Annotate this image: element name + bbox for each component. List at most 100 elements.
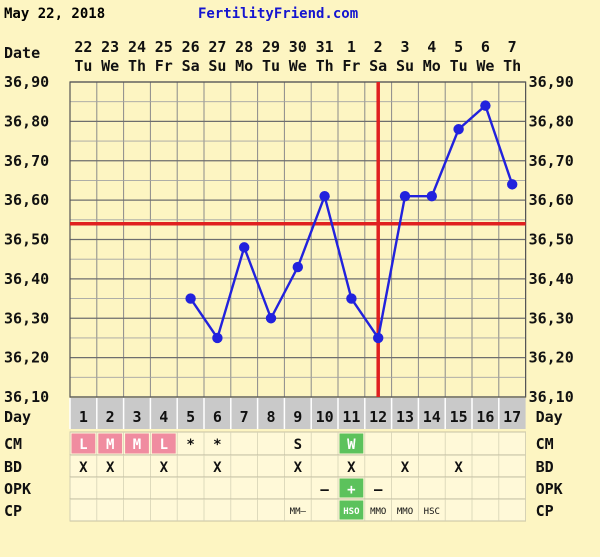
date-label: 22 <box>74 38 92 56</box>
cycle-day-number: 17 <box>503 408 521 426</box>
cycle-day-number: 13 <box>396 408 414 426</box>
temperature-point[interactable] <box>346 293 357 304</box>
y-tick-right: 36,40 <box>529 270 574 288</box>
y-tick-right: 36,50 <box>529 231 574 249</box>
weekday-label: Mo <box>423 57 441 75</box>
y-tick-left: 36,90 <box>4 73 49 91</box>
y-tick-left: 36,20 <box>4 349 49 367</box>
y-tick-right: 36,90 <box>529 73 574 91</box>
weekday-label: Sa <box>182 57 200 75</box>
y-tick-right: 36,60 <box>529 191 574 209</box>
chart-grid <box>69 81 527 398</box>
temperature-point[interactable] <box>212 332 223 344</box>
date-label: 23 <box>101 38 119 56</box>
menstruation-cell <box>125 433 149 454</box>
plot-border <box>69 81 527 398</box>
cycle-day-number: 8 <box>266 408 275 426</box>
cycle-day-number: 15 <box>450 408 468 426</box>
weekday-label: Sa <box>369 57 387 75</box>
bd-entry: X <box>160 460 169 476</box>
temperature-point[interactable] <box>453 124 464 135</box>
temperature-series <box>70 82 526 397</box>
weekday-label: Fr <box>155 57 173 75</box>
weekday-label: Tu <box>262 57 280 75</box>
opk-row-band <box>69 476 527 500</box>
temperature-point[interactable] <box>185 293 196 304</box>
date-label: 2 <box>374 38 383 56</box>
cycle-day-number: 6 <box>213 408 222 426</box>
cycle-day-number: 9 <box>293 408 302 426</box>
date-label: 5 <box>454 38 463 56</box>
y-tick-left: 36,30 <box>4 309 49 327</box>
date-label: 26 <box>182 38 200 56</box>
chart-labels: Date 22 23 24 25 26 27 28 29 30 31 1 2 3 4 5 6 7Tu We Th Fr S… <box>4 38 574 426</box>
opk-row-label-left: OPK <box>4 480 31 498</box>
cm-entry: L <box>160 437 168 453</box>
temperature-point[interactable] <box>373 332 384 344</box>
temperature-point[interactable] <box>399 190 411 202</box>
bd-entry: X <box>79 460 88 476</box>
cycle-day-number: 1 <box>79 408 88 426</box>
bd-entry: X <box>347 460 356 476</box>
temperature-point[interactable] <box>292 261 303 273</box>
y-tick-left: 36,10 <box>4 388 49 406</box>
date-label: 25 <box>155 38 173 56</box>
observation-rows: 1 2 3 4 5 6 7 8 9 10 11 12 13 14 15 16 17L M M L * * S WCM CMX X X… <box>4 398 563 522</box>
cycle-day-number: 14 <box>423 408 441 426</box>
cm-entry: S <box>294 437 302 453</box>
cp-row-label-right: CP <box>536 502 554 520</box>
cycle-day-number: 10 <box>316 408 334 426</box>
temperature-point[interactable] <box>426 190 437 202</box>
cp-entry: HSC <box>424 507 440 517</box>
cm-entry: M <box>133 437 141 453</box>
cp-entry: MMO <box>370 507 386 517</box>
date-label: 4 <box>427 38 436 56</box>
weekday-label: Th <box>316 57 334 75</box>
y-tick-right: 36,20 <box>529 349 574 367</box>
cycle-day-number: 12 <box>369 408 387 426</box>
chart-date: May 22, 2018 <box>4 6 105 22</box>
bd-entry: X <box>294 460 303 476</box>
cycle-day-number: 2 <box>106 408 115 426</box>
opk-entry: – <box>374 482 383 498</box>
date-label: 7 <box>508 38 517 56</box>
weekday-label: Th <box>503 57 521 75</box>
day-row-band <box>70 398 526 429</box>
weekday-label: Tu <box>450 57 468 75</box>
bd-entry: X <box>454 460 463 476</box>
date-label: 1 <box>347 38 356 56</box>
y-tick-right: 36,10 <box>529 388 574 406</box>
cycle-day-number: 3 <box>132 408 141 426</box>
temperature-point[interactable] <box>319 190 330 202</box>
menstruation-cell <box>151 433 176 454</box>
weekday-label: Tu <box>74 57 92 75</box>
bd-row-label-right: BD <box>536 458 554 476</box>
y-tick-right: 36,70 <box>529 152 574 170</box>
temperature-point[interactable] <box>239 242 250 253</box>
cycle-day-number: 16 <box>476 408 494 426</box>
temperature-point[interactable] <box>507 179 518 190</box>
bd-row-label-left: BD <box>4 458 22 476</box>
cm-entry: M <box>106 437 114 453</box>
cycle-day-number: 5 <box>186 408 195 426</box>
day-row-label-right: Day <box>536 408 563 426</box>
site-name: FertilityFriend.com <box>198 6 358 22</box>
fertile-cell <box>339 433 364 454</box>
menstruation-cell <box>98 433 123 454</box>
temperature-point[interactable] <box>265 313 277 324</box>
temperature-point[interactable] <box>480 100 491 111</box>
weekday-label: Mo <box>235 57 253 75</box>
date-label: 30 <box>289 38 307 56</box>
weekday-label: We <box>476 57 494 75</box>
date-label: 29 <box>262 38 280 56</box>
fertile-cell <box>339 478 364 498</box>
bd-entry: X <box>401 460 410 476</box>
fertile-cell <box>339 500 364 520</box>
opk-entry: + <box>347 482 355 498</box>
y-tick-left: 36,50 <box>4 231 49 249</box>
date-label: 31 <box>316 38 334 56</box>
date-label: 6 <box>481 38 490 56</box>
fertilityfriend-link[interactable]: FertilityFriend.com <box>198 6 358 22</box>
menstruation-cell <box>71 433 96 454</box>
